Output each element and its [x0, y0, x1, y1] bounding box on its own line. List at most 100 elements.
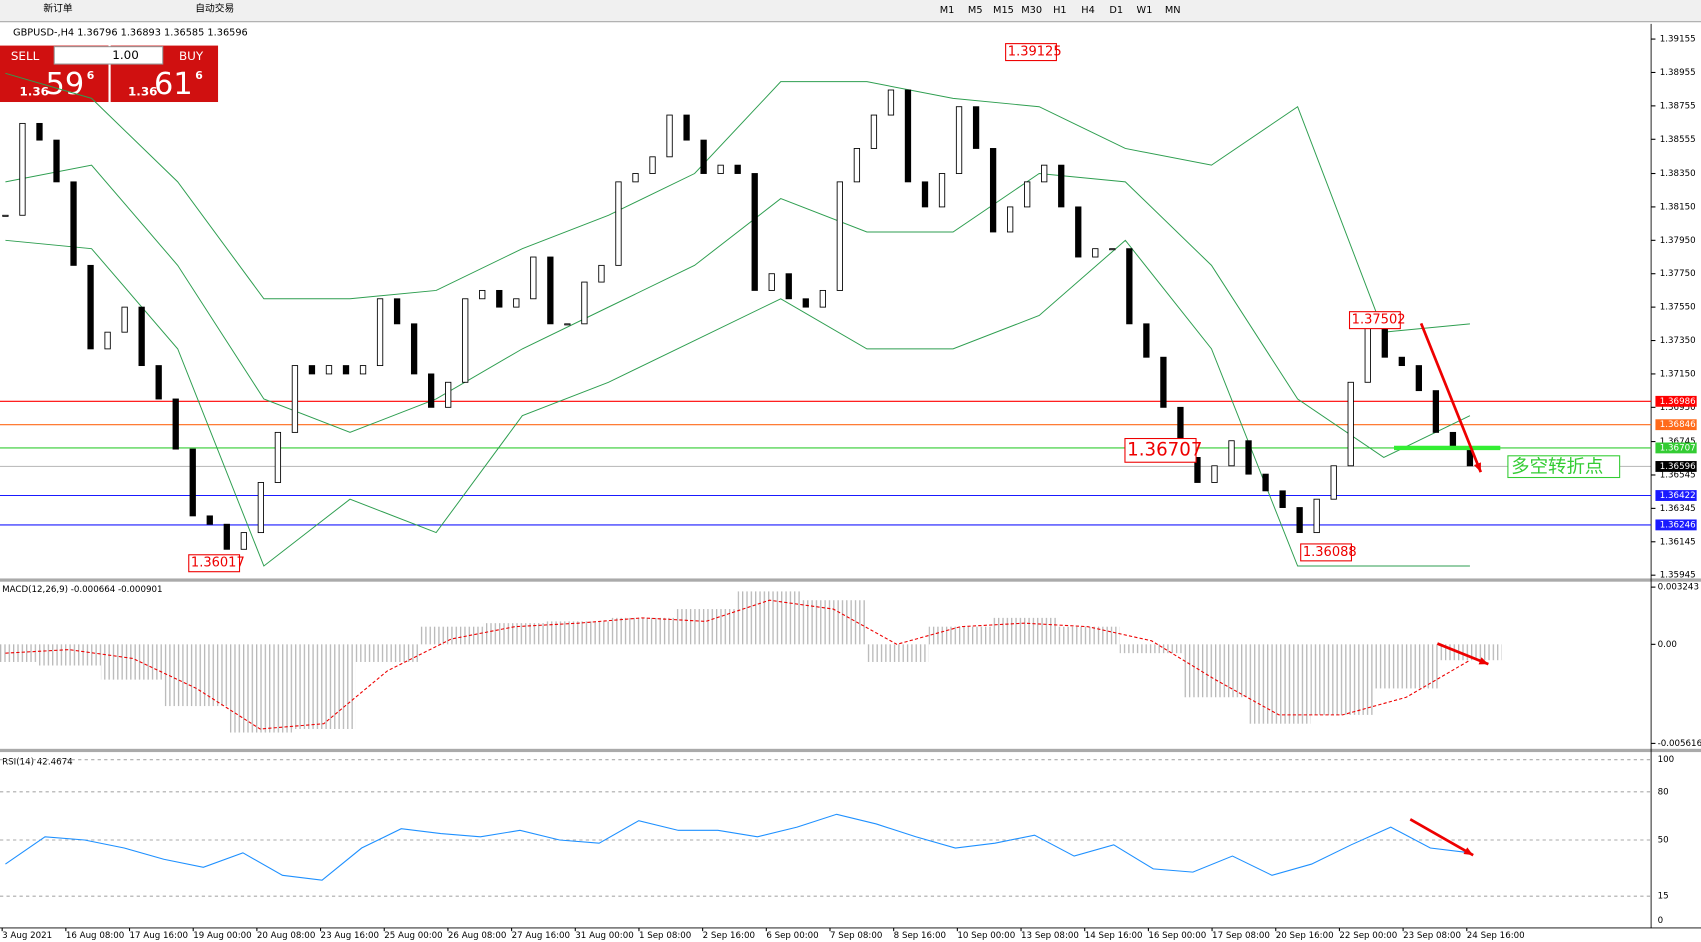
candle	[717, 164, 724, 174]
chart-header: GBPUSD-,H4 1.36796 1.36893 1.36585 1.365…	[13, 28, 248, 39]
candle	[530, 256, 537, 300]
button-label[interactable]: 自动交易	[195, 2, 234, 15]
arrow-head	[1463, 847, 1474, 856]
candle	[223, 523, 230, 550]
annotation: 1.37502	[1352, 313, 1406, 328]
y-tick-label: 1.37950	[1660, 236, 1696, 246]
candle	[1143, 323, 1150, 358]
x-tick-label: 8 Sep 16:00	[894, 931, 946, 941]
price-big: 1.36	[128, 85, 157, 99]
candle	[376, 298, 384, 367]
timeframe-button[interactable]: M15	[993, 5, 1014, 16]
bollinger-band	[5, 72, 1470, 333]
candle	[1245, 440, 1252, 475]
candle	[1194, 457, 1201, 483]
candle	[291, 365, 299, 433]
x-tick-label: 1 Sep 08:00	[639, 931, 691, 941]
x-tick-label: 23 Sep 08:00	[1403, 931, 1461, 941]
candle	[2, 214, 9, 217]
candle	[649, 156, 656, 174]
level-label: 1.36986	[1660, 397, 1696, 407]
candle	[1296, 507, 1303, 534]
candle	[547, 256, 554, 325]
timeframe-button[interactable]: H4	[1081, 5, 1095, 16]
candle	[445, 381, 452, 408]
level-label: 1.36707	[1660, 443, 1696, 453]
y-tick-label: 0.00	[1658, 640, 1677, 650]
level-label: 1.36846	[1660, 420, 1696, 430]
macd-bar	[291, 644, 356, 730]
candle	[104, 331, 111, 350]
timeframe-button[interactable]: M5	[968, 5, 983, 16]
candle	[989, 148, 997, 233]
price-sup: 6	[87, 69, 95, 82]
candle	[428, 373, 435, 408]
x-tick-label: 26 Aug 08:00	[448, 931, 506, 941]
level-tag	[1655, 395, 1697, 407]
lots[interactable]: 1.00	[112, 48, 139, 62]
level-tag	[1655, 442, 1697, 454]
timeframe-button[interactable]: M30	[1021, 5, 1042, 16]
x-tick-label: 19 Aug 00:00	[193, 931, 251, 941]
arrow	[1436, 642, 1489, 666]
candle	[1058, 164, 1065, 208]
buy-label[interactable]: BUY	[179, 49, 204, 63]
timeframe-button[interactable]: D1	[1109, 5, 1123, 16]
candle	[1126, 248, 1133, 325]
annotation: 1.36707	[1127, 439, 1202, 460]
y-tick-label: 1.39155	[1660, 35, 1696, 45]
macd-bar	[674, 609, 738, 645]
x-tick-label: 3 Aug 2021	[2, 931, 52, 941]
macd-bar	[419, 626, 483, 645]
macd-bar	[1119, 644, 1184, 654]
y-tick-label: 15	[1658, 892, 1669, 902]
sell-label[interactable]: SELL	[11, 49, 40, 63]
annotation-box	[188, 554, 241, 573]
timeframe-button[interactable]: M1	[940, 5, 955, 16]
annotation-box	[1124, 437, 1197, 463]
x-tick-label: 17 Sep 08:00	[1212, 931, 1270, 941]
y-tick-label: 1.38955	[1660, 68, 1696, 78]
separator	[0, 578, 1701, 582]
y-tick-label: 1.35945	[1660, 571, 1696, 581]
arrow	[1409, 818, 1474, 857]
annotation-box	[1005, 43, 1057, 62]
bollinger-band	[5, 239, 1470, 567]
candle	[138, 306, 145, 367]
candle	[564, 323, 571, 326]
timeframe-button[interactable]: H1	[1053, 5, 1067, 16]
candle	[632, 173, 639, 183]
y-tick-label: 1.36745	[1660, 437, 1696, 447]
candle	[853, 148, 861, 183]
y-tick-label: 1.38755	[1660, 101, 1696, 111]
candle	[1024, 181, 1031, 208]
y-tick-label: 1.37350	[1660, 336, 1696, 346]
level-label: 1.36422	[1660, 491, 1696, 501]
candle	[666, 114, 673, 158]
x-tick-label: 10 Sep 00:00	[957, 931, 1015, 941]
macd-bar	[801, 600, 866, 645]
candle	[751, 173, 758, 291]
candle	[70, 181, 77, 266]
timeframe-button[interactable]: MN	[1165, 5, 1181, 16]
candle	[274, 431, 282, 483]
macd-bar	[1374, 644, 1439, 689]
macd-bar	[610, 617, 675, 645]
x-tick-label: 31 Aug 00:00	[575, 931, 633, 941]
price-big: 1.36	[20, 85, 49, 99]
y-tick-label: -0.005616	[1658, 739, 1701, 749]
candle	[955, 106, 963, 174]
rsi-line	[5, 813, 1470, 881]
timeframe-button[interactable]: W1	[1137, 5, 1153, 16]
candle	[1432, 390, 1440, 433]
x-tick-label: 23 Aug 16:00	[321, 931, 379, 941]
level-label: 1.36246	[1660, 520, 1696, 530]
candle	[887, 89, 895, 116]
separator	[0, 748, 1701, 753]
button-label[interactable]: 新订单	[43, 2, 72, 15]
candle	[1398, 356, 1405, 367]
y-tick-label: 1.37550	[1660, 303, 1696, 313]
candle	[496, 289, 503, 308]
candle	[1330, 465, 1337, 500]
